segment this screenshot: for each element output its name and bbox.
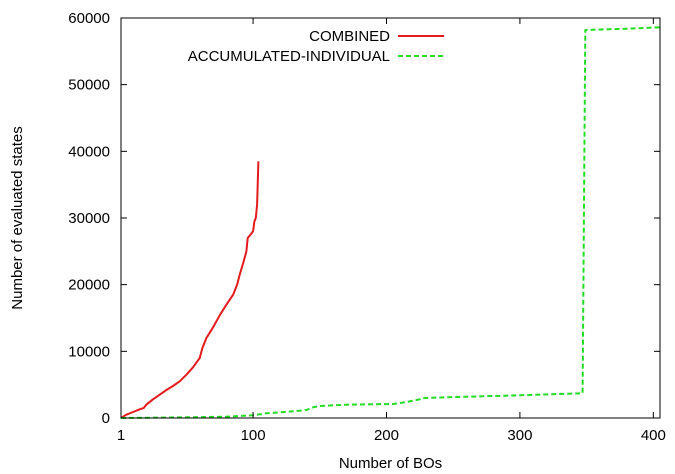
x-tick-label: 400 — [641, 427, 666, 444]
y-tick-label: 10000 — [68, 343, 110, 360]
x-axis-title: Number of BOs — [339, 455, 442, 472]
y-tick-label: 40000 — [68, 143, 110, 160]
series-line-1 — [120, 161, 260, 419]
x-tick-label: 300 — [507, 427, 532, 444]
y-tick-label: 0 — [102, 410, 110, 427]
x-tick-label: 200 — [374, 427, 399, 444]
series-layer — [120, 26, 661, 419]
plot-frame — [120, 17, 661, 419]
legend: COMBINED ACCUMULATED-INDIVIDUAL — [188, 28, 444, 65]
y-tick-label: 50000 — [68, 77, 110, 94]
y-tick-label: 20000 — [68, 277, 110, 294]
legend-label-2: ACCUMULATED-INDIVIDUAL — [188, 48, 390, 65]
x-tick-label: 1 — [117, 427, 125, 444]
y-axis-title: Number of evaluated states — [9, 126, 26, 309]
ticks-layer: 1 100 200 300 400 0 10000 20000 30000 40000 50000 6… — [68, 10, 666, 444]
y-tick-label: 30000 — [68, 210, 110, 227]
series-line-2 — [120, 26, 661, 419]
y-tick-label: 60000 — [68, 10, 110, 27]
x-tick-label: 100 — [241, 427, 266, 444]
legend-label-1: COMBINED — [309, 28, 390, 45]
